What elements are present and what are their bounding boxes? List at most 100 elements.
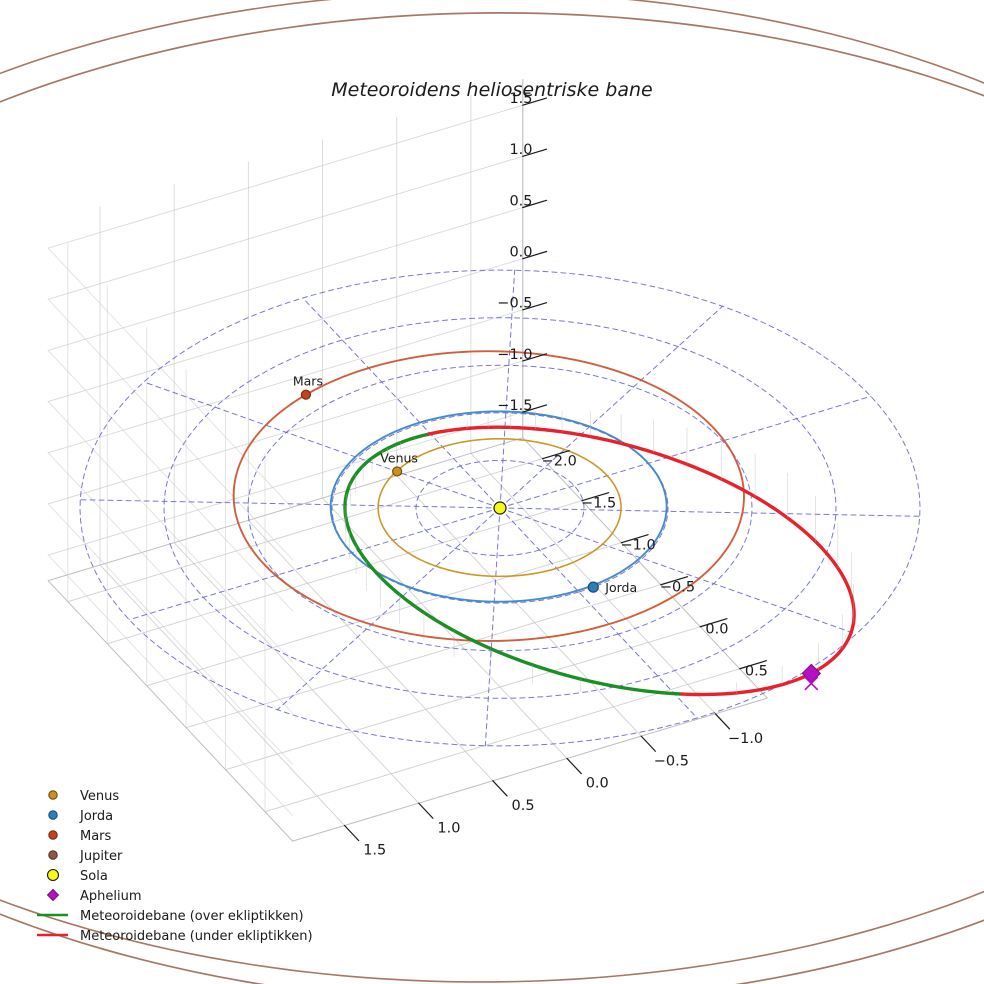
x-tick-label: −1.5 [581,496,616,512]
ecliptic-polar-spoke [499,305,724,509]
x-tick-mark [620,534,649,544]
legend-item-label: Aphelium [80,889,142,904]
floor-gridline-y [247,519,494,782]
page-title: Meteoroidens heliosentriske bane [331,79,652,101]
ecliptic-polar-spoke [302,297,501,509]
floor-gridline-y [322,497,568,759]
ecliptic-polar-spoke [499,269,516,509]
y-tick-mark [492,780,508,797]
legend-item[interactable]: Venus [48,789,120,804]
legend-item-label: Mars [80,829,112,844]
x-tick-mark [699,618,728,628]
marker-venus [392,466,403,477]
wall-back-gridline-h [47,452,294,714]
floor-gridline-y [396,475,642,737]
wall-back-gridline-h [47,350,294,612]
legend-item-label: Jorda [79,809,113,824]
legend-circle-swatch [48,810,58,820]
meteoroid-orbit-above [386,432,431,451]
x-tick-mark [660,576,689,586]
y-tick-mark [343,824,360,842]
z-tick-mark [522,404,548,413]
legend-item[interactable]: Jorda [48,809,113,824]
z-tick-mark [522,97,548,106]
wall-left-gridline-h [47,207,524,351]
legend-item-label: Jupiter [79,849,123,864]
aphelion-x-mark [804,676,819,691]
x-tick-mark [581,492,610,502]
wall-left-gridline-h [47,155,524,300]
ecliptic-polar-spoke [484,507,501,747]
marker-sola [493,501,507,515]
ecliptic-polar-spoke [499,507,698,719]
y-tick-mark [714,713,731,730]
wall-left-gridline-h [47,411,524,556]
wall-back-gridline-h [47,554,294,816]
y-tick-label: 0.5 [512,798,535,814]
legend-item[interactable]: Mars [48,829,112,844]
legend-item[interactable]: Meteoroidebane (under ekliptikken) [37,929,313,944]
ecliptic-polar-spoke [276,507,501,711]
z-tick-mark [522,148,548,157]
y-tick-label: 0.0 [586,776,609,792]
marker-jorda [587,581,599,593]
x-tick-label: 0.0 [705,622,728,638]
legend-item-label: Meteoroidebane (over ekliptikken) [80,909,304,924]
orbit-jorda [329,410,668,603]
wall-left-gridline-h [47,309,524,454]
x-tick-mark [541,450,570,460]
legend-item[interactable]: Jupiter [48,849,123,864]
x-tick-label: −0.5 [660,580,695,596]
orbit-mars [232,350,745,642]
z-tick-mark [522,250,548,260]
y-tick-mark [640,735,657,752]
z-tick-label: −1.0 [497,347,532,363]
y-tick-mark [418,802,434,819]
wall-left-gridline-h [47,104,524,249]
meteoroid-orbit-above [343,446,681,696]
floor-gridline-y [173,542,420,804]
orbit-venus [377,437,622,578]
ecliptic-polar-spoke [143,381,501,509]
y-tick-label: −0.5 [654,753,689,769]
label-venus: Venus [380,450,418,465]
legend-item[interactable]: Sola [46,868,108,884]
label-mars: Mars [293,374,323,389]
floor-border [47,437,768,842]
x-tick-label: −1.0 [620,538,655,554]
y-tick-label: −1.0 [728,731,763,747]
legend-circle-swatch [48,830,58,840]
wall-left-gridline-h [47,258,524,403]
legend-item-label: Sola [80,869,108,884]
y-tick-label: 1.5 [363,843,386,859]
wall-back-gridline-h [47,247,294,510]
ecliptic-polar-spoke [499,395,872,509]
y-tick-label: 1.0 [437,820,460,836]
z-tick-label: 0.0 [509,245,532,261]
legend-circle-swatch [48,850,58,860]
x-tick-label: 0.5 [745,664,768,680]
z-tick-mark [522,199,548,209]
z-tick-label: 1.0 [509,142,532,158]
y-tick-mark [566,757,582,775]
wall-back-gridline-h [47,401,294,663]
ecliptic-polar-spoke [128,507,501,621]
legend-item[interactable]: Meteoroidebane (over ekliptikken) [37,909,304,924]
wall-back-gridline-h [47,503,294,765]
z-tick-label: −0.5 [497,296,532,312]
legend-circle-swatch [46,868,60,882]
marker-mars [300,389,312,400]
z-tick-label: 1.5 [509,91,532,107]
legend-diamond-swatch [46,888,60,902]
z-tick-label: 0.5 [509,193,532,209]
legend-circle-swatch [48,790,58,800]
legend-item-label: Meteoroidebane (under ekliptikken) [80,929,313,944]
z-tick-mark [522,302,548,311]
wall-back-gridline-h [47,298,294,561]
legend-item[interactable]: Aphelium [46,888,142,904]
orbit-jupiter [0,12,984,984]
z-tick-label: −1.5 [497,398,532,414]
label-jorda: Jorda [604,580,637,595]
